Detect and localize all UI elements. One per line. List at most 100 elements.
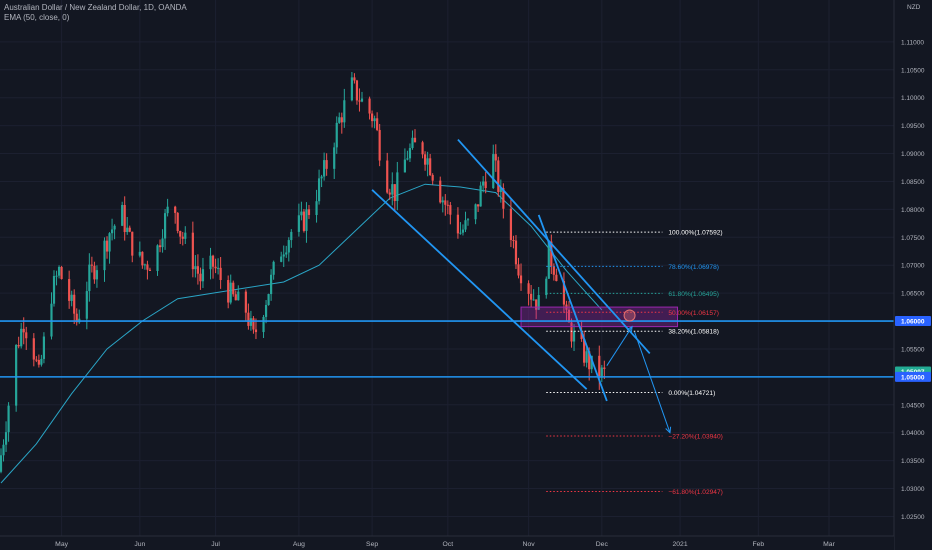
candle-body bbox=[297, 215, 300, 232]
candle-body bbox=[234, 294, 237, 301]
candle-body bbox=[211, 255, 215, 267]
candle-body bbox=[37, 359, 40, 365]
candle-body bbox=[353, 77, 356, 81]
symbol-title: Australian Dollar / New Zealand Dollar, … bbox=[4, 3, 187, 12]
candle-body bbox=[35, 359, 38, 361]
candle-body bbox=[449, 205, 452, 215]
candle-body bbox=[479, 185, 482, 207]
candle-body bbox=[370, 113, 374, 122]
candle-body bbox=[73, 294, 76, 314]
fib-level-label: −27.20%(1.03940) bbox=[668, 434, 722, 441]
candle-body bbox=[270, 274, 273, 295]
candle-body bbox=[307, 209, 311, 216]
candle-body bbox=[585, 351, 588, 363]
candle-body bbox=[464, 220, 467, 230]
candle-body bbox=[302, 211, 306, 231]
candle-body bbox=[272, 261, 275, 275]
candle-body bbox=[143, 264, 146, 266]
price-tick-label: 1.02500 bbox=[901, 514, 925, 521]
price-tick-label: 1.09000 bbox=[901, 151, 925, 158]
candle-body bbox=[17, 345, 20, 347]
price-tick-label: 1.09500 bbox=[901, 123, 925, 130]
candle-body bbox=[7, 405, 10, 433]
supply-zone-box bbox=[520, 306, 679, 328]
candle-body bbox=[194, 266, 197, 270]
candle-body bbox=[323, 160, 326, 177]
fib-level-label: −61.80%(1.02947) bbox=[668, 489, 722, 496]
candle-body bbox=[333, 147, 336, 169]
candle-body bbox=[42, 336, 46, 359]
candle-body bbox=[105, 240, 109, 252]
candle-body bbox=[444, 200, 447, 205]
candle-body bbox=[527, 283, 530, 294]
time-tick-label: Sep bbox=[366, 541, 378, 548]
candle-body bbox=[598, 355, 601, 378]
time-tick-label: Jul bbox=[211, 541, 220, 548]
arrow-head-icon bbox=[665, 426, 672, 434]
candle-body bbox=[396, 172, 399, 201]
time-tick-label: Jun bbox=[134, 541, 145, 548]
candle-body bbox=[431, 175, 434, 181]
candle-body bbox=[60, 266, 63, 280]
candle-body bbox=[484, 181, 487, 189]
candle-body bbox=[603, 367, 606, 369]
candle-body bbox=[2, 444, 5, 456]
candle-body bbox=[25, 332, 28, 339]
price-tick-label: 1.08500 bbox=[901, 179, 925, 186]
candle-body bbox=[335, 122, 338, 148]
candle-body bbox=[121, 205, 124, 226]
price-tick-label: 1.06500 bbox=[901, 291, 925, 298]
currency-label: NZD bbox=[907, 4, 921, 11]
candle-body bbox=[264, 304, 268, 317]
candle-body bbox=[580, 331, 583, 340]
candle-body bbox=[254, 329, 258, 333]
candle-body bbox=[181, 236, 184, 239]
candle-body bbox=[287, 240, 290, 253]
candle-body bbox=[88, 264, 91, 292]
candle-body bbox=[20, 328, 23, 347]
candle-body bbox=[509, 208, 513, 240]
fib-level-label: 61.80%(1.06495) bbox=[668, 291, 719, 298]
ema-50-line bbox=[0, 183, 603, 484]
candle-body bbox=[237, 291, 240, 301]
candle-body bbox=[482, 181, 485, 186]
candle-body bbox=[146, 264, 149, 270]
candle-body bbox=[131, 231, 134, 256]
price-tick-label: 1.03000 bbox=[901, 486, 925, 493]
candle-body bbox=[285, 252, 288, 255]
time-tick-label: Dec bbox=[596, 541, 609, 548]
candle-body bbox=[567, 309, 571, 323]
candle-body bbox=[15, 345, 18, 406]
time-tick-label: Nov bbox=[523, 541, 536, 548]
candle-body bbox=[373, 118, 376, 122]
projection-arrows bbox=[606, 309, 672, 434]
candle-body bbox=[214, 266, 217, 269]
candle-body bbox=[196, 266, 200, 274]
candle-body bbox=[128, 227, 131, 232]
candle-body bbox=[413, 137, 417, 143]
time-axis: May Jun Jul Aug Sep Oct Nov Dec 2021 Feb Mar bbox=[0, 535, 894, 550]
candle-body bbox=[360, 98, 364, 102]
candle-body bbox=[113, 225, 116, 230]
candle-body bbox=[545, 278, 548, 296]
candle-body bbox=[161, 238, 164, 248]
candle-body bbox=[305, 209, 308, 231]
candle-body bbox=[55, 275, 58, 277]
candle-body bbox=[57, 266, 61, 276]
candle-body bbox=[600, 367, 603, 378]
candle-body bbox=[456, 214, 460, 234]
candle-body bbox=[126, 227, 129, 233]
fib-level-label: 100.00%(1.07592) bbox=[668, 230, 722, 237]
candle-body bbox=[0, 455, 3, 472]
candle-body bbox=[494, 154, 497, 161]
candle-body bbox=[123, 205, 126, 233]
candle-body bbox=[244, 291, 247, 313]
time-tick-label: Feb bbox=[752, 541, 764, 548]
candle-body bbox=[378, 129, 381, 161]
candle-body bbox=[537, 295, 540, 310]
candle-body bbox=[572, 331, 576, 342]
time-tick-label: May bbox=[55, 541, 68, 548]
target-circle bbox=[623, 309, 636, 322]
candle-body bbox=[300, 211, 303, 216]
